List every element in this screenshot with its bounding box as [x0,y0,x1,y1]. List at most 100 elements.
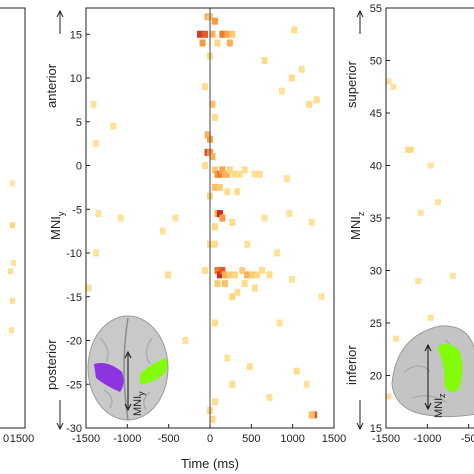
heatmap-cell [10,297,15,304]
heatmap-cell [221,280,228,288]
x-tick-label: 0 [207,433,213,445]
heatmap-cell [229,218,236,226]
heatmap-cell [11,260,16,266]
left-panel: 0 1500 [0,7,34,445]
heatmap-cell [390,83,397,90]
y-tick-label: 50 [370,56,382,68]
y-tick-label: 5 [76,117,82,129]
y-tick-label: 20 [370,371,382,383]
superior-label: superior [344,60,359,108]
heatmap-cell [224,170,231,178]
y-tick-label: 25 [370,318,382,330]
heatmap-cell [256,170,263,178]
heatmap-cell [249,271,256,279]
heatmap-cell [211,398,218,406]
heatmap-cell [229,380,236,388]
x-tick-label: -1500 [372,433,400,445]
heatmap-cell [261,57,268,64]
y-tick-label: -5 [72,204,82,216]
heatmap-cell [234,288,241,296]
anterior-arrowhead [56,9,64,18]
heatmap-cell [216,170,223,178]
x-axis-label: Time (ms) [181,456,239,471]
heatmap-cell [226,271,233,279]
x-tick-label: -1500 [72,433,100,445]
heatmap-cell [10,222,15,229]
heatmap-cell [417,209,424,216]
heatmap-cell [182,337,189,344]
heatmap-cell [209,153,216,161]
heatmap-cell [216,210,223,218]
posterior-label: posterior [44,339,59,390]
x-tick-label: 1500 [322,433,346,445]
heatmap-cell [273,249,280,257]
heatmap-cell [241,166,248,174]
heatmap-cell [211,240,218,248]
heatmap-cell [261,214,268,222]
heatmap-cell [278,87,285,95]
superior-arrowhead [356,9,364,18]
heatmap-cell [286,210,293,218]
y-tick-label: 55 [370,3,382,15]
heatmap-cell [117,214,124,222]
y-tick-label: 15 [370,423,382,435]
heatmap-cell [266,271,273,279]
inset-mni-y-label: MNIy [132,391,146,416]
heatmap-cell [92,249,99,257]
heatmap-cell [90,100,97,108]
heatmap-cell [219,267,226,274]
x-tick-label: 0 [3,433,9,445]
y-tick-label: 30 [370,266,382,278]
y-axis-label: MNIy [48,211,66,240]
heatmap-cell [211,223,218,231]
heatmap-cell [251,170,258,178]
heatmap-cell [231,170,238,178]
heatmap-cell [8,268,13,275]
y-tick-label: 45 [370,108,382,120]
y-tick-label: -10 [66,248,82,260]
heatmap-cell [283,175,290,183]
heatmap-cell [219,30,226,38]
posterior-arrowhead [56,422,64,431]
heatmap-cell [239,267,246,274]
heatmap-cell [415,278,422,284]
heatmap-cell [303,380,310,388]
x-tick-label: 500 [242,433,260,445]
brain-midline [123,317,129,421]
heatmap-cell [226,166,233,174]
heatmap-cell [224,30,231,38]
heatmap-cell [216,183,223,191]
heatmap-cell [209,100,216,108]
y-tick-label: 40 [370,161,382,173]
heatmap-cell [95,210,102,218]
heatmap-cell [308,218,315,226]
brain-sulci [99,337,153,411]
heatmap-cell [244,240,251,248]
heatmap-cell [276,319,283,327]
y-tick-label: -25 [66,379,82,391]
heatmap-cell [231,271,238,279]
x-tick-label: -50 [461,433,474,445]
y-tick-label: 10 [70,73,82,85]
heatmap-cell [202,267,209,274]
heatmap-cell [241,280,248,288]
x-tick-label: -1000 [113,433,141,445]
heatmap-cell [209,415,216,423]
heatmap-cell [449,272,456,279]
axial-brain-inset: MNIy [87,315,169,421]
heatmap-cell [298,65,305,73]
heatmap-cell [92,140,99,148]
x-tick-label: 1000 [280,433,304,445]
heatmap-cell [211,113,218,121]
heatmap-cell [266,393,273,401]
heatmap-cell [313,96,320,104]
heatmap-cell [293,367,300,375]
left-panel-frame [0,7,26,429]
x-tick-label: 1500 [10,433,34,445]
x-tick-label: -500 [158,433,180,445]
sagittal-brain-inset: MNIz [391,325,474,418]
heatmap-cell [407,146,414,153]
anterior-label: anterior [44,63,59,108]
heatmap-cell [221,271,228,279]
